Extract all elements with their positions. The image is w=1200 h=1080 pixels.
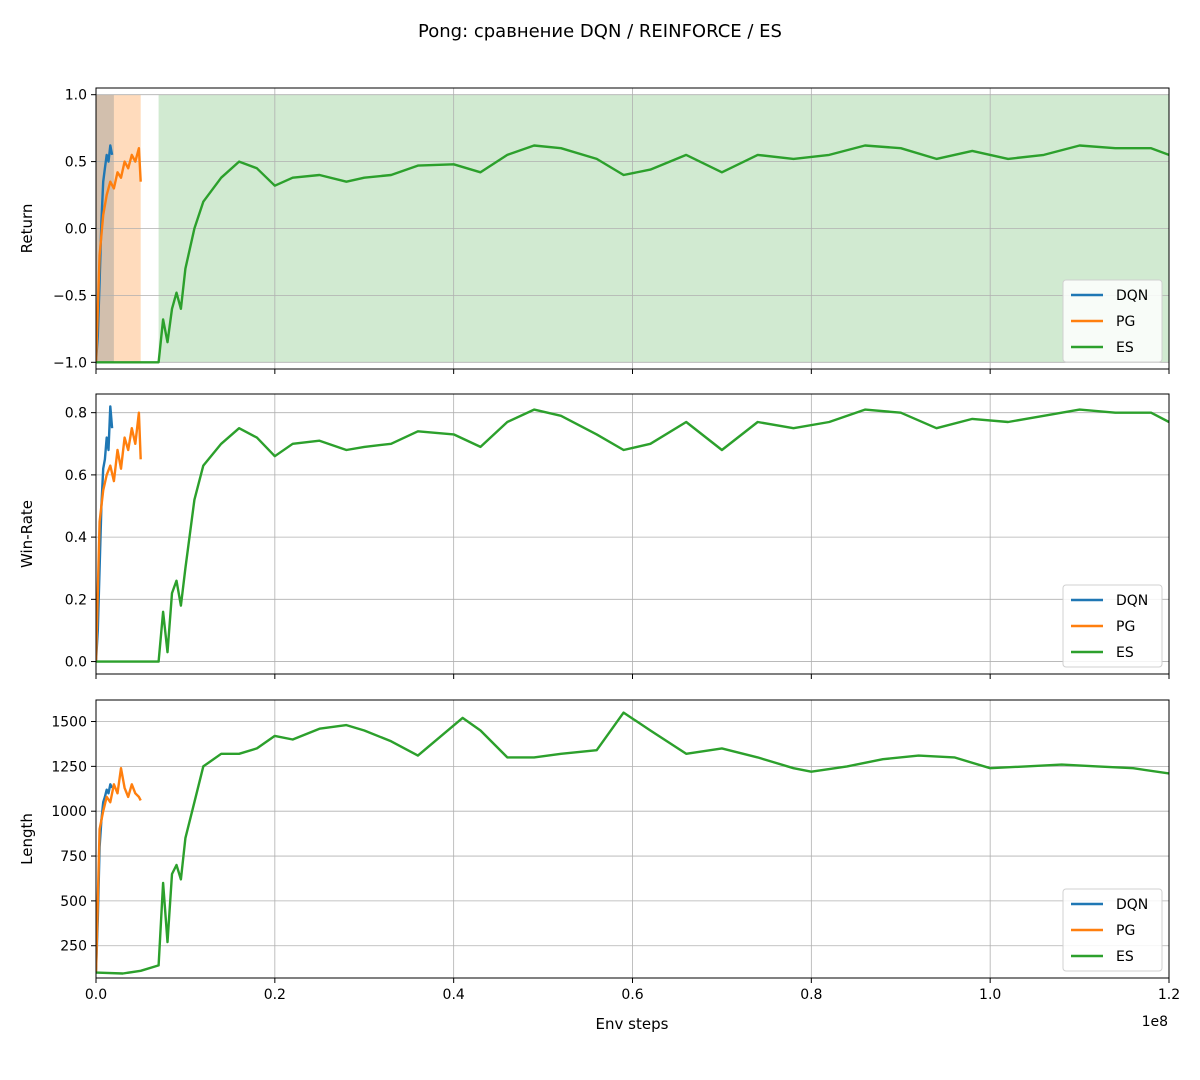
legend-label-es: ES (1116, 949, 1134, 965)
y-tick-label: −0.5 (53, 288, 87, 304)
y-axis-label: Length (18, 813, 36, 865)
y-tick-label: 1000 (51, 804, 87, 820)
y-tick-label: −1.0 (53, 355, 87, 371)
x-tick-label: 1.2 (1158, 987, 1180, 1003)
y-tick-label: 500 (60, 894, 87, 910)
x-tick-label: 0.0 (85, 987, 107, 1003)
legend-box (1062, 888, 1163, 972)
subplots: −1.0−0.50.00.51.0ReturnDQNPGES0.00.20.40… (18, 87, 1180, 1003)
legend-box (1062, 279, 1163, 363)
legend-label-es: ES (1116, 645, 1134, 661)
y-tick-label: 0.6 (65, 468, 87, 484)
legend: DQN PG ES (1062, 888, 1163, 972)
series-line-pg (96, 767, 142, 973)
y-tick-label: 1500 (51, 715, 87, 731)
y-tick-label: 1.0 (65, 88, 87, 104)
legend-label-es: ES (1116, 340, 1134, 356)
panel-length: 0.0 0.2 0.4 0.6 0.8 1.0 1.2 250 500 750 1000 1250 15… (18, 699, 1180, 1003)
legend-label-dqn: DQN (1116, 288, 1148, 304)
y-tick-label: 0.0 (65, 655, 87, 671)
y-tick-label: 0.8 (65, 406, 87, 422)
x-tick-label: 0.8 (800, 987, 822, 1003)
y-tick-label: 750 (60, 849, 87, 865)
series-line-pg (96, 411, 142, 662)
y-tick-label: 1250 (51, 759, 87, 775)
x-tick-label: 1.0 (979, 987, 1001, 1003)
legend-label-pg: PG (1116, 619, 1135, 635)
y-tick-label: 250 (60, 939, 87, 955)
y-tick-label: 0.5 (65, 155, 87, 171)
legend-box (1062, 584, 1163, 668)
y-axis-label: Return (18, 204, 36, 254)
series-line-es (96, 711, 1169, 975)
x-offset-label: 1e8 (1142, 1014, 1168, 1030)
legend: DQN PG ES (1062, 584, 1163, 668)
chart-title: Pong: сравнение DQN / REINFORCE / ES (418, 21, 782, 42)
x-tick-label: 0.6 (621, 987, 643, 1003)
series-line-pg (96, 146, 142, 363)
series-line-es (96, 144, 1169, 364)
legend-label-pg: PG (1116, 314, 1135, 330)
legend-label-pg: PG (1116, 923, 1135, 939)
legend: DQN PG ES (1062, 279, 1163, 363)
y-tick-label: 0.4 (65, 530, 87, 546)
y-tick-label: 0.2 (65, 592, 87, 608)
panel-return: −1.0 −0.5 0.0 0.5 1.0 Return DQN PG ES (18, 87, 1170, 374)
panel-win-rate: 0.0 0.2 0.4 0.6 0.8 Win-Rate DQN PG ES (18, 393, 1170, 679)
x-tick-label: 0.2 (264, 987, 286, 1003)
x-axis-label: Env steps (596, 1015, 669, 1033)
y-tick-label: 0.0 (65, 222, 87, 238)
y-axis-label: Win-Rate (18, 500, 36, 568)
x-tick-label: 0.4 (443, 987, 465, 1003)
series-line-es (96, 408, 1169, 663)
legend-label-dqn: DQN (1116, 593, 1148, 609)
legend-label-dqn: DQN (1116, 897, 1148, 913)
